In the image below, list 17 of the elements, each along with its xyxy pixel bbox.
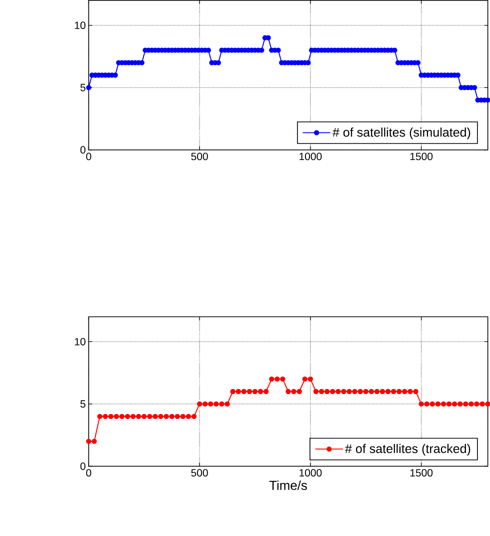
legend-label: # of satellites (simulated) [332,128,470,140]
x-tick-label: 1000 [300,469,322,477]
x-tick-label: 1000 [300,152,322,160]
y-tick-label: 0 [80,462,86,470]
y-tick-label: 0 [80,146,86,154]
y-tick-label: 5 [80,84,86,92]
x-tick-label: 500 [191,152,208,160]
x-tick-label: 500 [191,469,208,477]
x-tick-label: 0 [86,469,92,477]
legend-label: # of satellites (tracked) [345,444,470,456]
y-tick-label: 10 [75,338,86,346]
x-axis-title: Time/s [269,480,307,490]
x-tick-label: 1500 [410,152,433,160]
y-tick-label: 10 [75,22,86,30]
x-tick-label: 1500 [410,469,433,477]
x-tick-label: 0 [86,152,92,160]
y-tick-label: 5 [80,400,86,408]
